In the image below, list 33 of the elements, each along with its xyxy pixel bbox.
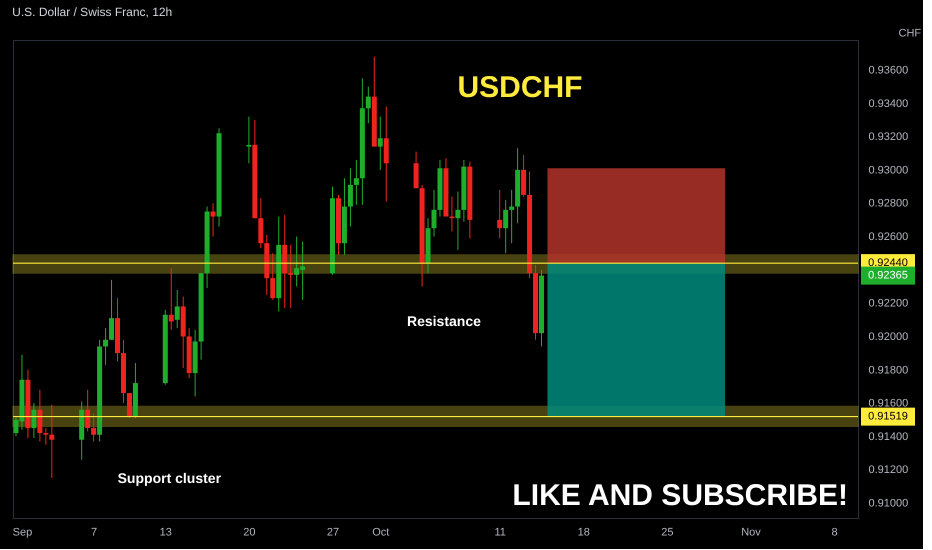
x-tick-label: 13 xyxy=(160,526,172,538)
x-tick-label: Sep xyxy=(12,526,32,538)
y-tick-label: 0.92800 xyxy=(868,198,908,210)
ref-line-label: 0.92440 xyxy=(868,257,908,270)
y-tick-label: 0.92000 xyxy=(868,330,908,343)
ref-line-label: 0.91519 xyxy=(868,410,908,423)
x-tick-label: 18 xyxy=(578,526,590,538)
text: 0.92365 xyxy=(868,270,908,282)
y-tick-label: 0.93200 xyxy=(868,131,908,144)
y-tick-label: 0.91600 xyxy=(868,398,908,410)
x-tick-label: Nov xyxy=(741,526,762,538)
annotation: LIKE AND SUBSCRIBE! xyxy=(512,479,848,512)
x-tick-label: 27 xyxy=(326,526,340,538)
annotation: USDCHF xyxy=(458,71,582,104)
y-tick-label: 0.93000 xyxy=(868,164,908,176)
x-tick-label: 7 xyxy=(91,526,98,538)
x-tick-label: 25 xyxy=(661,526,674,538)
y-tick-label: 0.91800 xyxy=(868,364,908,376)
x-tick-label: 11 xyxy=(494,526,506,538)
y-tick-label: 0.92200 xyxy=(868,298,908,310)
x-tick-label: Oct xyxy=(372,526,390,538)
x-tick-label: 20 xyxy=(243,526,256,538)
y-tick-label: 0.92600 xyxy=(868,231,908,244)
y-axis-title: CHF xyxy=(898,28,922,40)
y-tick-label: 0.91400 xyxy=(868,430,908,443)
y-tick-label: 0.91200 xyxy=(868,464,908,476)
y-tick-label: 0.93400 xyxy=(868,98,908,110)
y-tick-label: 0.91000 xyxy=(868,498,908,510)
annotation: Resistance xyxy=(406,313,482,329)
y-tick-label: 0.93600 xyxy=(868,64,908,76)
annotation: Support cluster xyxy=(118,470,222,486)
chart-title: U.S. Dollar / Swiss Franc, 12h xyxy=(12,5,172,19)
x-tick-label: 8 xyxy=(832,526,838,538)
